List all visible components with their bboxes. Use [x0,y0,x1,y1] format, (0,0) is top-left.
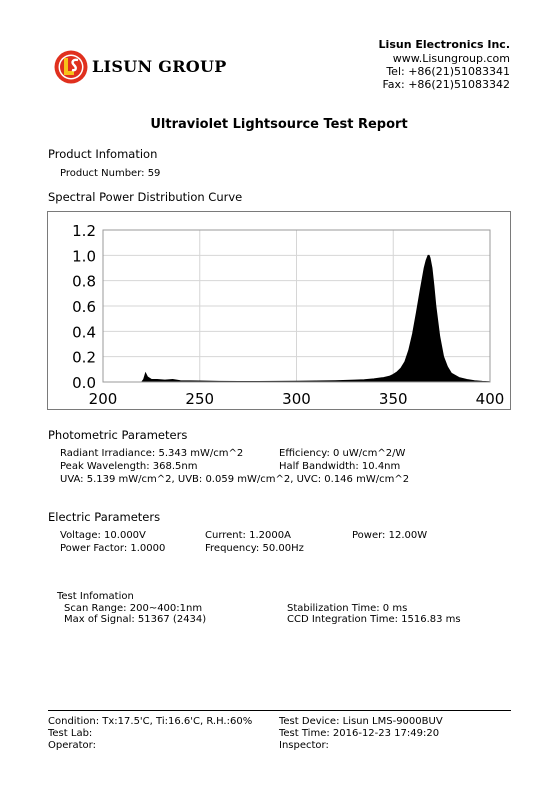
inspector: Inspector: [279,740,329,751]
x-tick-label: 350 [379,390,408,408]
electric-heading: Electric Parameters [48,510,161,524]
spd-chart-frame: 0.0 0.2 0.4 0.6 0.8 1.0 1.2 200 250 300 350 400 [47,211,511,410]
y-tick-label: 0.0 [72,374,96,392]
x-tick-label: 400 [476,390,505,408]
current: Current: 1.2000A [205,530,291,541]
report-title: Ultraviolet Lightsource Test Report [150,117,408,132]
y-tick-label: 0.8 [72,273,96,291]
scan-range: Scan Range: 200~400:1nm [64,603,203,614]
spd-chart: 0.0 0.2 0.4 0.6 0.8 1.0 1.2 200 250 300 350 400 [72,222,505,408]
product-heading: Product Infomation [48,147,158,161]
spd-heading: Spectral Power Distribution Curve [48,190,243,204]
lisun-logo [54,50,88,84]
test-device: Test Device: Lisun LMS-9000BUV [279,716,443,727]
brand-name: LISUN GROUP [92,57,227,76]
half-bandwidth: Half Bandwidth: 10.4nm [279,461,401,472]
voltage: Voltage: 10.000V [60,530,146,541]
company-name: Lisun Electronics Inc. [378,38,510,51]
ccd-integration-time: CCD Integration Time: 1516.83 ms [287,614,461,625]
test-time: Test Time: 2016-12-23 17:49:20 [279,728,440,739]
condition: Condition: Tx:17.5'C, Ti:16.6'C, R.H.:60… [48,716,253,727]
power: Power: 12.00W [352,530,428,541]
test-lab: Test Lab: [48,728,93,739]
radiant-irradiance: Radiant Irradiance: 5.343 mW/cm^2 [60,448,244,459]
y-tick-label: 0.2 [72,349,96,367]
y-tick-label: 1.0 [72,247,96,265]
photometric-heading: Photometric Parameters [48,428,188,442]
x-tick-label: 300 [282,390,311,408]
power-factor: Power Factor: 1.0000 [60,543,166,554]
plot-area-border [102,229,491,383]
product-number: Product Number: 59 [60,168,161,179]
uv-values: UVA: 5.139 mW/cm^2, UVB: 0.059 mW/cm^2, … [60,474,410,485]
y-tick-label: 0.6 [72,298,96,316]
y-tick-label: 0.4 [72,323,96,341]
stabilization-time: Stabilization Time: 0 ms [287,603,408,614]
footer-divider [48,710,511,711]
company-fax: Fax: +86(21)51083342 [382,78,510,91]
company-tel: Tel: +86(21)51083341 [386,65,510,78]
peak-wavelength: Peak Wavelength: 368.5nm [60,461,198,472]
operator: Operator: [48,740,96,751]
y-tick-label: 1.2 [72,222,96,240]
x-tick-label: 250 [185,390,214,408]
frequency: Frequency: 50.00Hz [205,543,304,554]
efficiency: Efficiency: 0 uW/cm^2/W [279,448,406,459]
max-signal: Max of Signal: 51367 (2434) [64,614,207,625]
x-tick-label: 200 [89,390,118,408]
company-website[interactable]: www.Lisungroup.com [392,52,510,65]
test-heading: Test Infomation [57,591,134,602]
spd-curve-area [103,254,491,383]
